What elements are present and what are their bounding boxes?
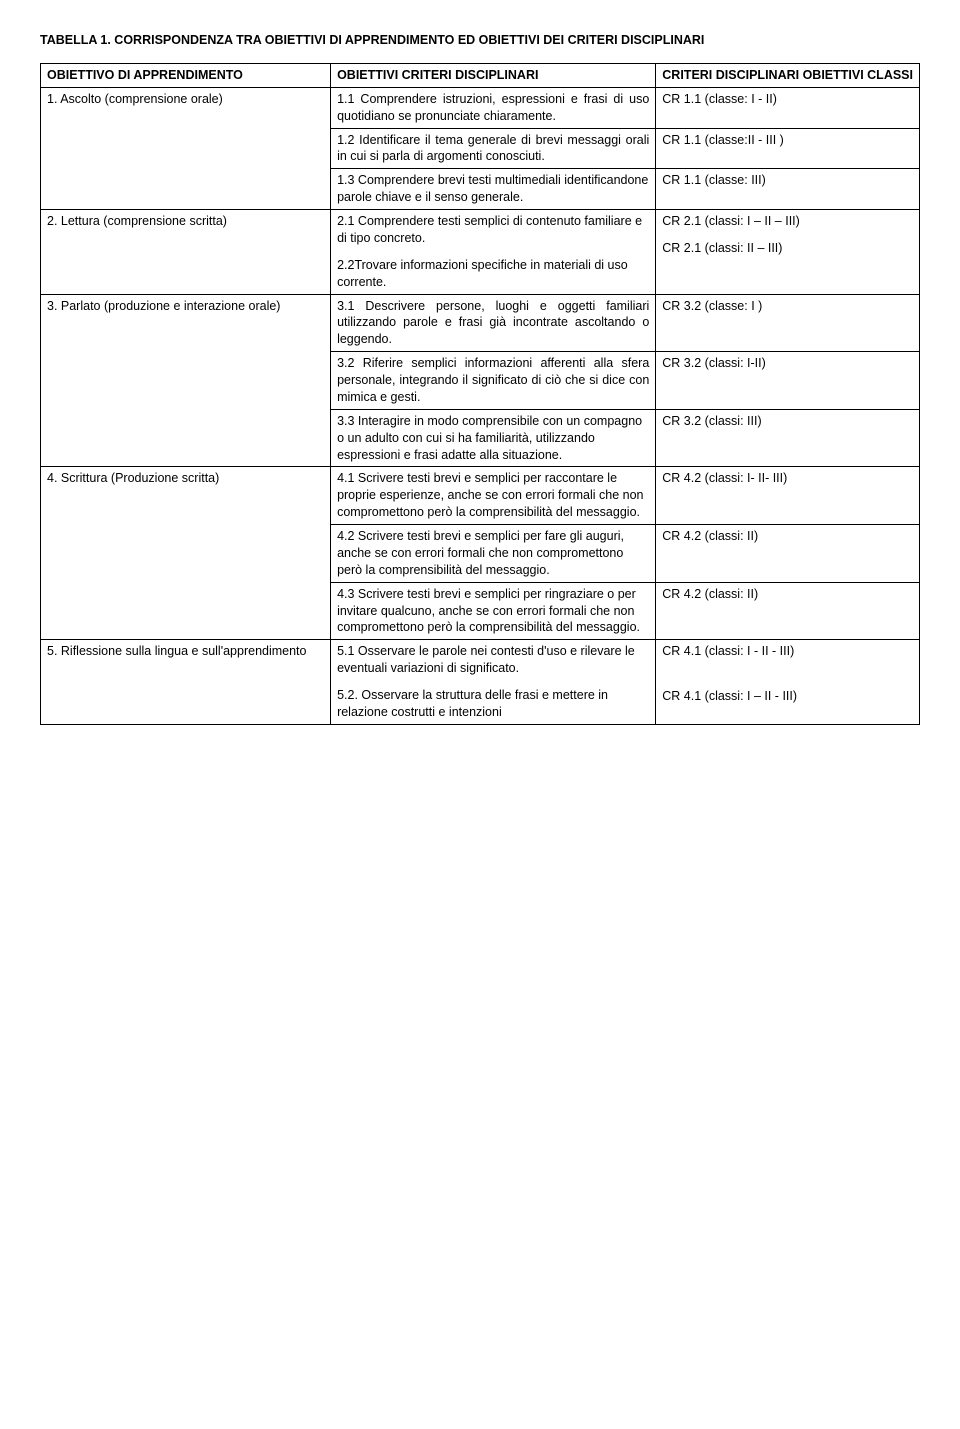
- cell-classi: CR 1.1 (classe:II - III ): [656, 128, 920, 169]
- cell-classi: CR 1.1 (classe: I - II): [656, 87, 920, 128]
- cell-classi: CR 4.2 (classi: II): [656, 582, 920, 640]
- cell-text: 2.1 Comprendere testi semplici di conten…: [337, 213, 649, 247]
- cell-text: 5.2. Osservare la struttura delle frasi …: [337, 687, 649, 721]
- header-col3: CRITERI DISCIPLINARI OBIETTIVI CLASSI: [656, 63, 920, 87]
- cell-classi: CR 4.1 (classi: I - II - III) CR 4.1 (cl…: [656, 640, 920, 725]
- cell-classi: CR 2.1 (classi: I – II – III) CR 2.1 (cl…: [656, 210, 920, 295]
- table-row: 5. Riflessione sulla lingua e sull'appre…: [41, 640, 920, 725]
- cell-text: CR 4.1 (classi: I - II - III): [662, 643, 913, 660]
- cell-criteri: 1.2 Identificare il tema generale di bre…: [331, 128, 656, 169]
- cell-classi: CR 3.2 (classe: I ): [656, 294, 920, 352]
- cell-criteri: 1.3 Comprendere brevi testi multimediali…: [331, 169, 656, 210]
- header-col2: OBIETTIVI CRITERI DISCIPLINARI: [331, 63, 656, 87]
- cell-text: CR 4.1 (classi: I – II - III): [662, 688, 913, 705]
- cell-text: 2.2Trovare informazioni specifiche in ma…: [337, 257, 649, 291]
- correspondence-table: OBIETTIVO DI APPRENDIMENTO OBIETTIVI CRI…: [40, 63, 920, 725]
- cell-text: 1.3 Comprendere brevi testi multimediali…: [337, 172, 649, 206]
- cell-criteri: 4.2 Scrivere testi brevi e semplici per …: [331, 525, 656, 583]
- table-header-row: OBIETTIVO DI APPRENDIMENTO OBIETTIVI CRI…: [41, 63, 920, 87]
- cell-criteri: 3.3 Interagire in modo comprensibile con…: [331, 409, 656, 467]
- cell-criteri: 4.1 Scrivere testi brevi e semplici per …: [331, 467, 656, 525]
- cell-text: 4.3 Scrivere testi brevi e semplici per …: [337, 586, 649, 637]
- cell-text: 3.3 Interagire in modo comprensibile con…: [337, 413, 649, 464]
- table-row: 2. Lettura (comprensione scritta) 2.1 Co…: [41, 210, 920, 295]
- cell-criteri: 1.1 Comprendere istruzioni, espressioni …: [331, 87, 656, 128]
- cell-classi: CR 4.2 (classi: I- II- III): [656, 467, 920, 525]
- cell-classi: CR 3.2 (classi: I-II): [656, 352, 920, 410]
- table-title: TABELLA 1. CORRISPONDENZA TRA OBIETTIVI …: [40, 32, 920, 49]
- cell-criteri: 3.1 Descrivere persone, luoghi e oggetti…: [331, 294, 656, 352]
- table-row: 4. Scrittura (Produzione scritta) 4.1 Sc…: [41, 467, 920, 525]
- cell-obiettivo: 3. Parlato (produzione e interazione ora…: [41, 294, 331, 467]
- cell-text: CR 4.2 (classi: II): [662, 586, 913, 603]
- cell-obiettivo: 5. Riflessione sulla lingua e sull'appre…: [41, 640, 331, 725]
- cell-classi: CR 3.2 (classi: III): [656, 409, 920, 467]
- cell-text: CR 2.1 (classi: II – III): [662, 240, 913, 257]
- cell-text: CR 3.2 (classi: III): [662, 413, 913, 430]
- cell-obiettivo: 1. Ascolto (comprensione orale): [41, 87, 331, 209]
- table-row: 1. Ascolto (comprensione orale) 1.1 Comp…: [41, 87, 920, 128]
- cell-classi: CR 4.2 (classi: II): [656, 525, 920, 583]
- cell-criteri: 3.2 Riferire semplici informazioni affer…: [331, 352, 656, 410]
- cell-obiettivo: 2. Lettura (comprensione scritta): [41, 210, 331, 295]
- header-col1: OBIETTIVO DI APPRENDIMENTO: [41, 63, 331, 87]
- cell-obiettivo: 4. Scrittura (Produzione scritta): [41, 467, 331, 640]
- cell-criteri: 5.1 Osservare le parole nei contesti d'u…: [331, 640, 656, 725]
- cell-criteri: 2.1 Comprendere testi semplici di conten…: [331, 210, 656, 295]
- table-row: 3. Parlato (produzione e interazione ora…: [41, 294, 920, 352]
- cell-criteri: 4.3 Scrivere testi brevi e semplici per …: [331, 582, 656, 640]
- cell-text: CR 1.1 (classe: III): [662, 172, 913, 189]
- cell-text: 5.1 Osservare le parole nei contesti d'u…: [337, 643, 649, 677]
- cell-classi: CR 1.1 (classe: III): [656, 169, 920, 210]
- cell-text: CR 2.1 (classi: I – II – III): [662, 213, 913, 230]
